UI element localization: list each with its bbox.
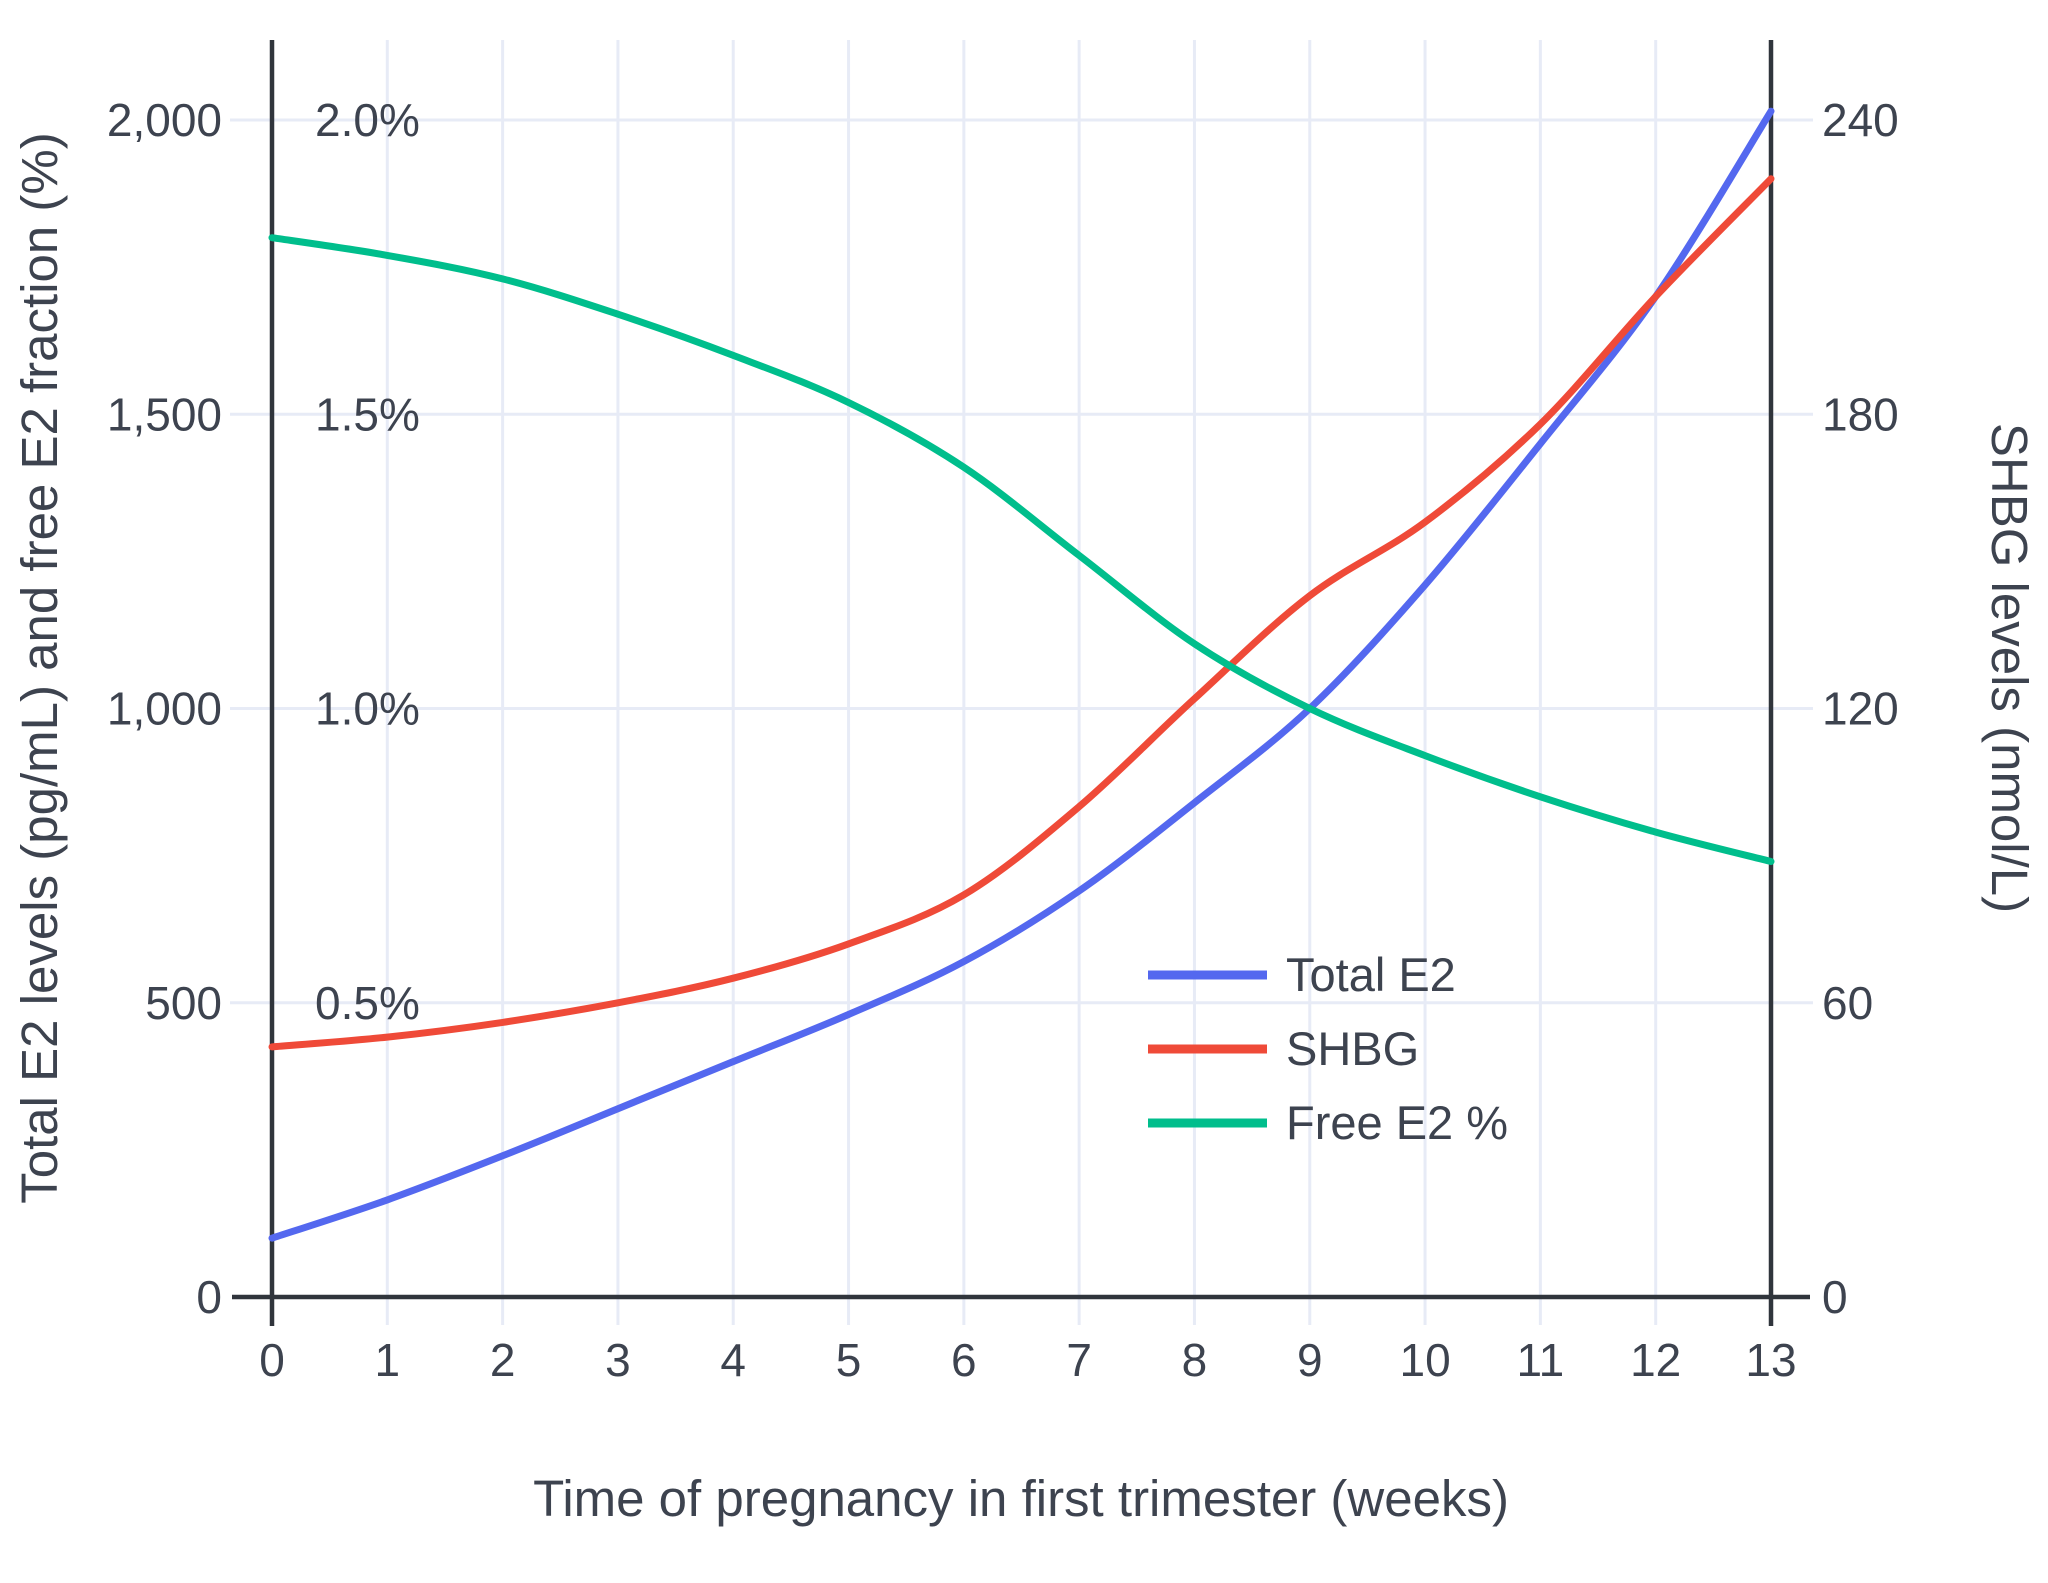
x-tick-label-2: 2: [490, 1334, 516, 1386]
series-path-shbg: [268, 175, 1775, 1051]
gridlines: [272, 40, 1771, 1297]
legend-item-free-e2[interactable]: Free E2 %: [1148, 1096, 1508, 1149]
legend-label-free-e2: Free E2 %: [1286, 1096, 1508, 1149]
percent-label-2.0: 2.0%: [315, 94, 420, 146]
y-left-tick-label-500: 500: [145, 977, 222, 1029]
y-left-tick-label-0: 0: [196, 1271, 222, 1323]
y-right-tick-label-60: 60: [1822, 977, 1873, 1029]
series-lines: [268, 107, 1775, 1242]
percent-label-1.0: 1.0%: [315, 683, 420, 735]
y-left-tick-label-1000: 1,000: [107, 683, 222, 735]
series-path-free-e2: [268, 234, 1775, 865]
x-tick-label-13: 13: [1745, 1334, 1796, 1386]
x-tick-label-9: 9: [1297, 1334, 1323, 1386]
x-tick-label-10: 10: [1399, 1334, 1450, 1386]
percent-label-1.5: 1.5%: [315, 388, 420, 440]
axis-lines: [232, 40, 1810, 1326]
series-path-total-e2: [268, 107, 1775, 1242]
x-tick-label-12: 12: [1630, 1334, 1681, 1386]
y-left-tick-label-2000: 2,000: [107, 94, 222, 146]
legend: Total E2 SHBG Free E2 %: [1148, 948, 1508, 1149]
y-right-axis-title: SHBG levels (nmol/L): [1981, 423, 2038, 913]
legend-label-total-e2: Total E2: [1286, 948, 1456, 1001]
y-right-tick-label-180: 180: [1822, 388, 1899, 440]
x-tick-label-8: 8: [1182, 1334, 1208, 1386]
axis-ticks: [230, 118, 1813, 1325]
legend-label-shbg: SHBG: [1286, 1022, 1419, 1075]
x-tick-label-7: 7: [1066, 1334, 1092, 1386]
x-tick-label-5: 5: [836, 1334, 862, 1386]
y-left-axis-title: Total E2 levels (pg/mL) and free E2 frac…: [11, 132, 68, 1203]
legend-item-total-e2[interactable]: Total E2: [1148, 948, 1456, 1001]
percent-label-0.5: 0.5%: [315, 977, 420, 1029]
x-tick-label-4: 4: [720, 1334, 746, 1386]
axis-tick-labels: 05001,0001,5002,0000.5%1.0%1.5%2.0%06012…: [107, 94, 1899, 1386]
legend-item-shbg[interactable]: SHBG: [1148, 1022, 1419, 1075]
x-axis-title: Time of pregnancy in first trimester (we…: [533, 1470, 1509, 1527]
y-right-tick-label-120: 120: [1822, 683, 1899, 735]
x-tick-label-0: 0: [259, 1334, 285, 1386]
y-right-tick-label-240: 240: [1822, 94, 1899, 146]
x-tick-label-6: 6: [951, 1334, 977, 1386]
x-tick-label-11: 11: [1517, 1334, 1565, 1386]
y-right-tick-label-0: 0: [1822, 1271, 1848, 1323]
x-tick-label-3: 3: [605, 1334, 631, 1386]
x-tick-label-1: 1: [375, 1334, 401, 1386]
y-left-tick-label-1500: 1,500: [107, 388, 222, 440]
